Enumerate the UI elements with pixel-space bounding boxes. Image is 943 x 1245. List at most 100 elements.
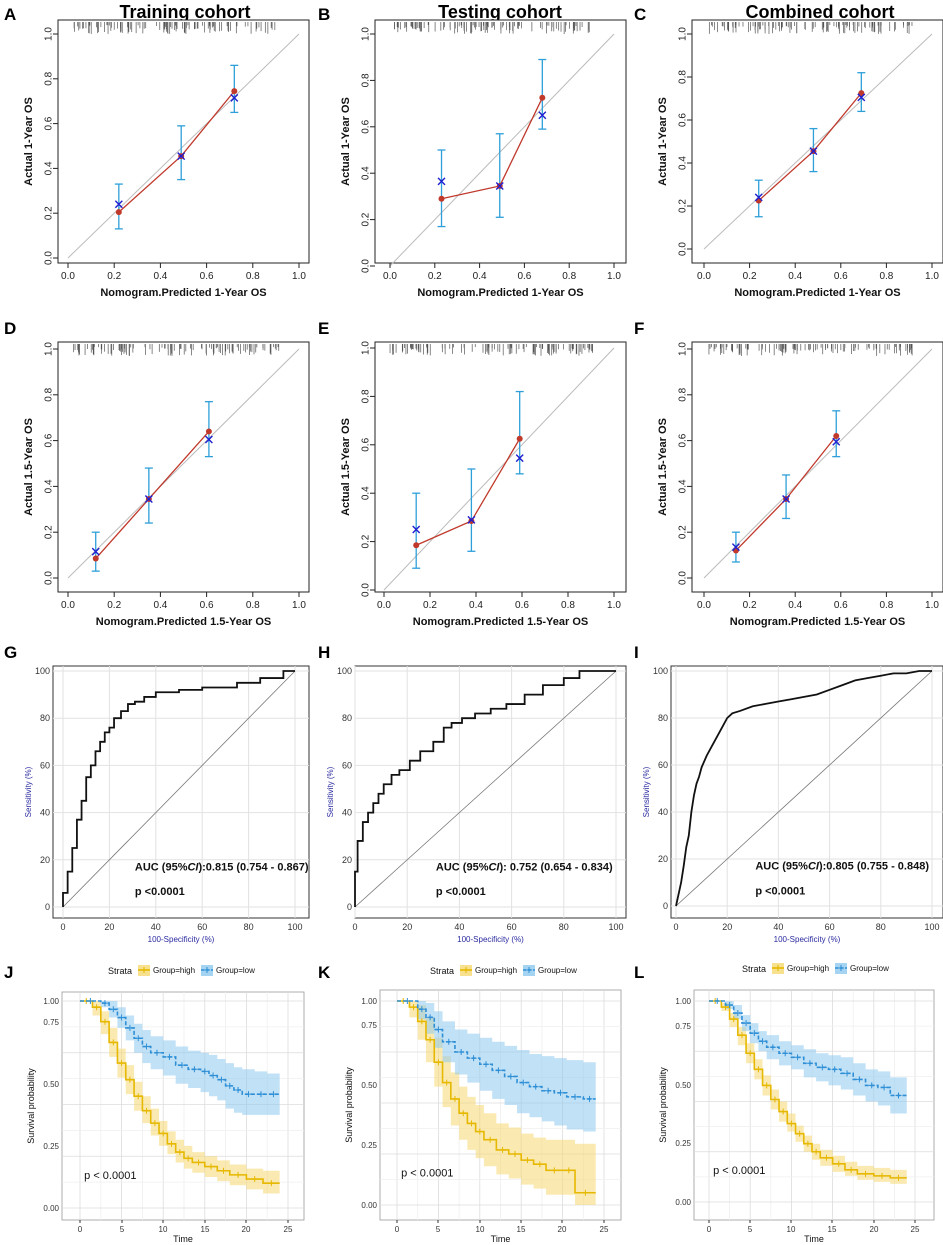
- legend-label: Group=low: [850, 964, 889, 973]
- bias-corrected-x-mark: [782, 495, 791, 503]
- y-tick-label: 0.0: [361, 259, 372, 273]
- roc-chart-H: 00 20 20 40 40 60 60 80 80 100 100 100-Specificity …: [326, 665, 627, 944]
- censor-mark: [582, 1189, 589, 1196]
- x-tick-label: 0: [707, 1225, 712, 1234]
- y-tick-label: 0.0: [678, 242, 689, 256]
- y-tick-label: 1.0: [44, 27, 55, 41]
- y-tick-label: 0.0: [44, 571, 55, 585]
- censor-mark: [445, 1038, 452, 1045]
- censor-mark: [738, 1032, 745, 1039]
- bias-corrected-x-mark: [495, 181, 504, 190]
- x-tick-label: 0.2: [423, 600, 437, 611]
- censor-mark: [110, 1039, 117, 1046]
- x-tick-label: 40: [773, 922, 783, 932]
- x-tick-label: 1.0: [925, 271, 939, 282]
- censor-mark: [87, 998, 94, 1004]
- observed-point: [205, 428, 212, 435]
- y-tick-label: 0.75: [361, 1021, 377, 1030]
- x-tick-label: 0.4: [153, 600, 167, 611]
- y-tick-label: 0.75: [675, 1022, 691, 1031]
- x-tick-label: 100: [287, 922, 302, 932]
- censor-mark: [168, 1140, 175, 1147]
- censor-mark: [835, 1160, 842, 1167]
- legend-label: Group=high: [153, 966, 195, 975]
- x-axis-label: Time: [804, 1234, 824, 1244]
- panel-label-G: G: [4, 643, 17, 662]
- censor-mark: [788, 1120, 795, 1127]
- plot-frame: [354, 665, 627, 919]
- km-chart-L: 0 5 10 15 20 25 0.00 0.25 0.50 0.75 1.00 Time Surviv…: [658, 963, 935, 1244]
- legend-key-censor: [141, 967, 147, 973]
- y-tick-label: 0.00: [43, 1204, 59, 1213]
- censor-mark: [220, 1167, 227, 1174]
- x-tick-label: 0.6: [834, 271, 848, 282]
- censor-mark: [210, 1072, 217, 1079]
- observed-point: [115, 209, 122, 216]
- censor-mark: [507, 1073, 514, 1080]
- x-tick-label: 80: [559, 922, 569, 932]
- y-tick-label: 0.2: [361, 212, 372, 226]
- y-tick-label: 0.0: [44, 251, 55, 265]
- x-tick-label: 0: [352, 922, 357, 932]
- censor-mark: [879, 1172, 886, 1179]
- x-tick-label: 0: [60, 922, 65, 932]
- x-tick-label: 1.0: [607, 271, 621, 282]
- y-tick-label: 0.6: [44, 433, 55, 447]
- y-axis-label: Actual 1.5-Year OS: [340, 418, 352, 516]
- censor-mark: [410, 1004, 417, 1011]
- plot-frame: [670, 665, 943, 919]
- censor-mark: [751, 1030, 758, 1037]
- y-tick-label: 60: [658, 760, 668, 770]
- censor-mark: [443, 1079, 450, 1086]
- x-tick-label: 0.4: [473, 271, 487, 282]
- observed-point: [438, 195, 445, 202]
- x-tick-label: 1.0: [925, 600, 939, 611]
- y-tick-label: 0.8: [44, 71, 55, 85]
- roc-curve: [62, 670, 295, 907]
- censor-mark: [734, 1010, 741, 1017]
- y-tick-label: 40: [658, 807, 668, 817]
- x-tick-label: 0.6: [200, 600, 214, 611]
- panel-label-D: D: [4, 319, 16, 338]
- roc-curve: [675, 670, 932, 907]
- x-tick-label: 0.4: [469, 600, 483, 611]
- auc-annotation: AUC (95%CI):0.815 (0.754 - 0.867): [135, 861, 309, 873]
- x-tick-label: 60: [507, 922, 517, 932]
- x-tick-label: 0.4: [788, 600, 802, 611]
- y-tick-label: 0.6: [678, 113, 689, 127]
- censor-mark: [143, 1043, 150, 1050]
- x-tick-label: 0.4: [153, 271, 167, 282]
- observed-point: [516, 435, 523, 442]
- bias-corrected-x-mark: [144, 495, 153, 503]
- censor-mark: [226, 1082, 233, 1089]
- x-tick-label: 5: [748, 1225, 753, 1234]
- censor-mark: [726, 1002, 733, 1009]
- censor-mark: [435, 1059, 442, 1066]
- chance-diagonal: [62, 670, 296, 908]
- y-axis-label: Actual 1-Year OS: [340, 97, 352, 186]
- y-tick-label: 0.2: [361, 534, 372, 548]
- x-tick-label: 20: [870, 1225, 879, 1234]
- observed-point: [858, 90, 865, 97]
- legend-key-censor: [204, 967, 210, 973]
- y-tick-label: 0.8: [678, 387, 689, 401]
- bias-corrected-x-mark: [177, 152, 186, 161]
- x-tick-label: 60: [825, 922, 835, 932]
- confidence-band-high: [397, 1001, 596, 1205]
- x-axis-label: 100-Specificity (%): [457, 935, 524, 944]
- y-tick-label: 0.8: [44, 387, 55, 401]
- y-tick-label: 1.0: [361, 341, 372, 355]
- censor-mark: [782, 1050, 789, 1057]
- censor-mark: [483, 1061, 490, 1068]
- y-tick-label: 40: [342, 808, 352, 818]
- p-value-annotation: p < 0.0001: [84, 1170, 136, 1182]
- title-testing-cohort: Testing cohort: [438, 2, 562, 22]
- censor-mark: [235, 1087, 242, 1094]
- censor-mark: [101, 1000, 108, 1007]
- censor-mark: [743, 1020, 750, 1027]
- calibration-chart-F: 0.0 0.2 0.4 0.6 0.8 1.0 0.0 0.2 0.4 0.6 0.8 1.0 Nomo…: [657, 341, 943, 628]
- censor-mark: [151, 1120, 158, 1127]
- observed-point: [231, 88, 238, 95]
- panel-label-C: C: [634, 5, 646, 24]
- y-tick-label: 0.0: [678, 571, 689, 585]
